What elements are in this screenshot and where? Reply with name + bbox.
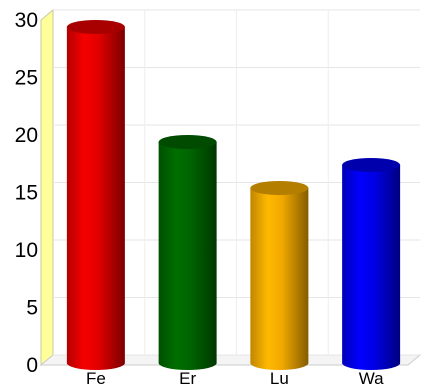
bar-top (250, 181, 309, 195)
bar-fe (66, 20, 125, 370)
bar-body (66, 27, 125, 370)
y-tick-label: 0 (26, 354, 38, 377)
side-wall (40, 8, 54, 367)
bar-lu (250, 181, 309, 370)
y-tick-label: 25 (15, 67, 38, 90)
bar-er (158, 135, 217, 370)
y-tick-label: 5 (26, 297, 38, 320)
y-tick-label: 20 (15, 124, 38, 147)
x-tick-label: Er (179, 369, 196, 387)
x-tick-label: Wa (359, 369, 384, 387)
x-axis-labels: Fe Er Lu Wa (86, 369, 384, 387)
bar-top (342, 158, 401, 172)
bar-top (66, 20, 125, 34)
bar-wa (342, 158, 401, 370)
bar-body (250, 188, 309, 370)
bars (66, 20, 401, 370)
y-axis-ticks: 0 5 10 15 20 25 30 (15, 9, 38, 377)
bar-top (158, 135, 217, 149)
bar-body (158, 142, 217, 370)
y-tick-label: 10 (15, 239, 38, 262)
x-tick-label: Fe (86, 369, 106, 387)
x-tick-label: Lu (270, 369, 289, 387)
y-tick-label: 30 (15, 9, 38, 32)
bar-body (342, 165, 401, 370)
y-tick-label: 15 (15, 182, 38, 205)
